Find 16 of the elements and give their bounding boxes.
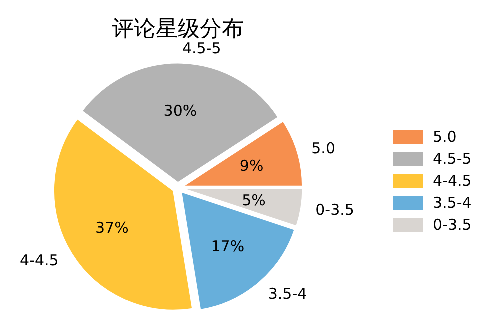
data-label: 5% bbox=[242, 191, 266, 210]
legend-label: 3.5-4 bbox=[433, 194, 472, 212]
data-label: 17% bbox=[211, 238, 245, 256]
data-label: 30% bbox=[164, 102, 198, 120]
legend-label: 4.5-5 bbox=[433, 150, 472, 168]
slice-label: 0-3.5 bbox=[316, 201, 354, 220]
slice-label: 4.5-5 bbox=[182, 40, 222, 58]
legend-label: 5.0 bbox=[433, 128, 457, 146]
legend-label: 4-4.5 bbox=[433, 172, 472, 190]
chart-title: 评论星级分布 bbox=[112, 17, 244, 42]
data-label: 9% bbox=[240, 157, 264, 176]
slice-label: 4-4.5 bbox=[20, 251, 59, 270]
legend-label: 0-3.5 bbox=[433, 216, 472, 234]
slice-label: 5.0 bbox=[312, 139, 336, 158]
data-label: 37% bbox=[95, 218, 129, 237]
slice-label: 3.5-4 bbox=[268, 285, 308, 304]
